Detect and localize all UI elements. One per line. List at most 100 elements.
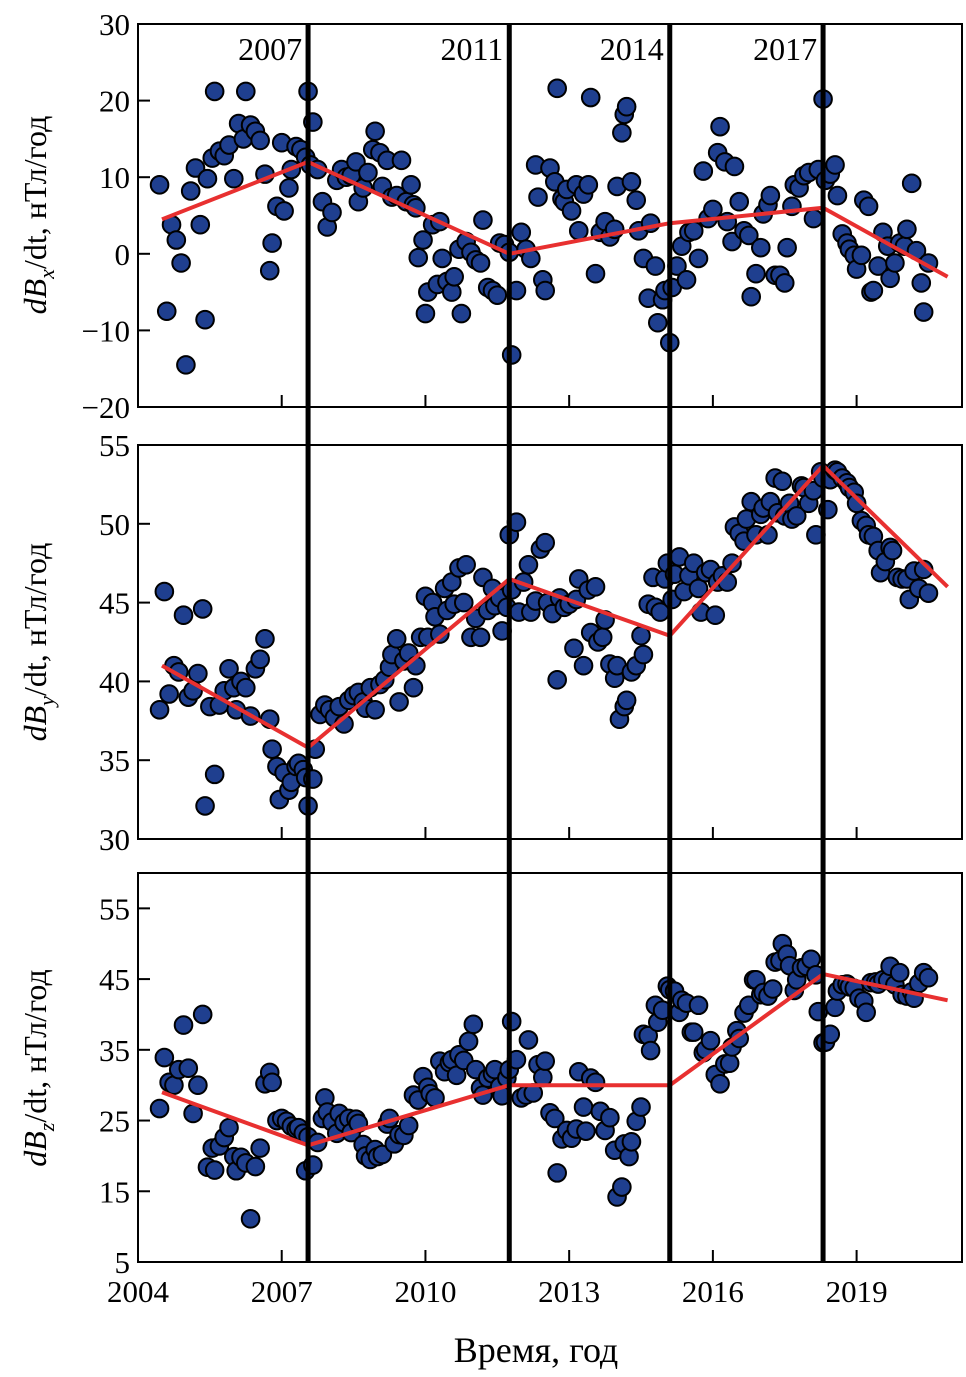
data-point	[154, 1047, 175, 1068]
data-point	[470, 627, 491, 648]
data-point	[535, 280, 556, 301]
data-point	[645, 256, 666, 276]
data-point	[568, 221, 589, 241]
data-point	[192, 1004, 213, 1025]
data-point	[535, 1051, 556, 1071]
data-point	[911, 273, 932, 293]
y-tick-label: 10	[99, 160, 130, 195]
y-tick-label: 45	[99, 962, 130, 997]
data-point	[250, 649, 270, 670]
y-tick-label: 40	[99, 664, 130, 699]
data-point	[856, 1002, 876, 1023]
data-point	[676, 270, 697, 290]
data-point	[235, 81, 256, 102]
y-tick-label: 55	[99, 891, 130, 926]
y-axis-label: dBx/dt, нТл/год	[17, 116, 59, 315]
data-point	[245, 1156, 266, 1177]
panel-dBy: 30 35 40 45 50 55 dBy/dt, нТл/год	[17, 428, 963, 857]
data-point	[640, 1040, 661, 1061]
trend-line	[161, 463, 949, 750]
y-tick-label: 30	[99, 7, 130, 42]
panel-dBz: 5 15 25 35 45 55 dBz/dt, нТл/год	[17, 872, 963, 1280]
data-point	[391, 150, 412, 171]
data-point	[897, 219, 917, 240]
data-point	[149, 699, 170, 720]
data-point	[719, 1053, 740, 1074]
data-point	[190, 214, 211, 235]
x-tick-label: 2013	[538, 1274, 600, 1309]
y-tick-label: 35	[99, 1033, 130, 1068]
jerk-lines	[305, 24, 826, 1262]
data-point	[398, 1115, 419, 1136]
data-point	[444, 266, 464, 287]
data-point	[700, 1030, 721, 1051]
data-point	[774, 273, 795, 293]
jerk-label: 2017	[753, 31, 817, 67]
data-point	[827, 185, 848, 206]
data-point	[197, 168, 218, 189]
data-point	[204, 1160, 225, 1180]
jerk-label: 2011	[440, 31, 503, 67]
y-tick-label: 5	[115, 1245, 131, 1280]
jerk-label: 2014	[600, 31, 664, 67]
data-point	[224, 168, 244, 189]
jerk-labels: 2007 2011 2014 2017	[238, 31, 817, 67]
data-point	[863, 280, 884, 301]
y-axis-label: dBz/dt, нТл/год	[17, 969, 59, 1167]
data-point	[173, 605, 194, 626]
data-point	[621, 1131, 642, 1152]
panel-frame	[137, 872, 963, 1263]
data-point	[259, 260, 280, 281]
y-tick-label: 15	[99, 1174, 130, 1209]
data-point	[389, 692, 409, 712]
data-point	[240, 1209, 261, 1229]
data-point	[746, 263, 766, 284]
panel-frame	[137, 23, 963, 408]
jerk-label: 2007	[238, 31, 302, 67]
data-point	[564, 638, 584, 659]
data-point	[889, 962, 910, 983]
y-tick-label: 50	[99, 507, 130, 542]
panel-frame	[137, 444, 963, 840]
y-tick-label: 25	[99, 1104, 130, 1139]
data-point	[195, 309, 215, 330]
x-tick-label: 2010	[394, 1274, 456, 1309]
data-point	[633, 644, 654, 665]
data-point	[274, 201, 294, 221]
data-point	[803, 208, 824, 229]
data-point	[683, 1022, 704, 1042]
data-point	[729, 191, 750, 212]
data-point	[401, 175, 421, 195]
y-tick-label: −20	[82, 390, 130, 425]
y-tick-label: 20	[99, 84, 130, 119]
data-point	[432, 248, 453, 269]
data-point	[647, 312, 668, 333]
data-point	[585, 263, 606, 284]
data-point	[724, 156, 745, 177]
data-point	[192, 599, 213, 619]
data-point	[825, 997, 845, 1018]
data-point	[688, 995, 709, 1016]
data-point	[518, 554, 539, 575]
data-point	[547, 78, 567, 99]
data-point	[760, 185, 781, 206]
data-point	[612, 122, 632, 143]
data-point	[358, 162, 378, 183]
data-point	[180, 181, 201, 201]
data-point	[528, 187, 548, 207]
data-point	[250, 130, 270, 151]
data-point	[188, 1075, 208, 1095]
data-point	[580, 87, 601, 108]
data-point	[739, 225, 759, 246]
y-tick-label: 45	[99, 586, 130, 621]
data-point	[219, 658, 239, 679]
y-tick-label: −10	[82, 313, 130, 348]
data-point	[262, 1072, 282, 1093]
data-point	[149, 1098, 170, 1119]
data-point	[255, 629, 275, 649]
data-point	[386, 629, 407, 649]
data-point	[621, 171, 642, 192]
data-point	[453, 592, 474, 613]
data-point	[176, 355, 196, 375]
